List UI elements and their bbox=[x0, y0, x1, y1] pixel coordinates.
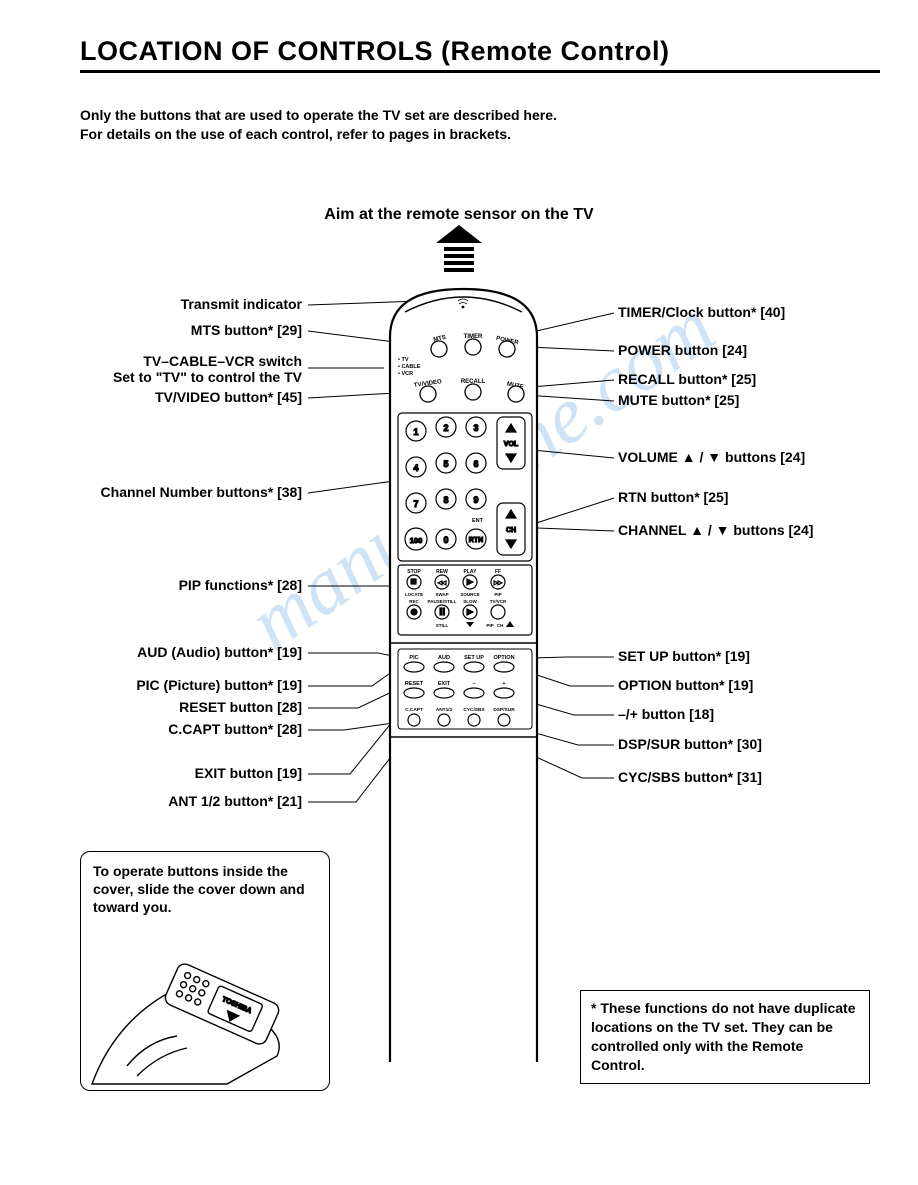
svg-text:◂◂: ◂◂ bbox=[438, 578, 446, 587]
intro-line1: Only the buttons that are used to operat… bbox=[80, 107, 557, 123]
callout-switch2: Set to "TV" to control the TV bbox=[113, 369, 302, 385]
svg-text:PIC: PIC bbox=[409, 655, 418, 661]
callout-aud: AUD (Audio) button* [19] bbox=[137, 644, 302, 660]
hand-holding-remote-icon: TOSHIBA bbox=[87, 946, 309, 1086]
svg-text:3: 3 bbox=[473, 423, 478, 433]
svg-text:ENT: ENT bbox=[472, 518, 484, 524]
callout-reset: RESET button [28] bbox=[179, 699, 302, 715]
svg-text:CH: CH bbox=[497, 623, 504, 628]
svg-text:SET UP: SET UP bbox=[464, 655, 484, 661]
svg-text:STOP: STOP bbox=[407, 569, 421, 575]
svg-text:CYC/SBS: CYC/SBS bbox=[463, 707, 485, 713]
svg-text:+: + bbox=[502, 681, 505, 687]
svg-text:EXIT: EXIT bbox=[438, 681, 451, 687]
svg-text:PIP: PIP bbox=[486, 623, 493, 628]
svg-text:RTN: RTN bbox=[469, 537, 483, 544]
svg-text:OPTION: OPTION bbox=[493, 655, 514, 661]
svg-text:TOSHIBA: TOSHIBA bbox=[554, 836, 557, 977]
intro-line2: For details on the use of each control, … bbox=[80, 126, 511, 142]
svg-text:6: 6 bbox=[473, 459, 478, 469]
footnote-box: * These functions do not have duplicate … bbox=[580, 990, 870, 1084]
svg-text:1: 1 bbox=[413, 427, 418, 437]
svg-text:9: 9 bbox=[473, 495, 478, 505]
callout-timer: TIMER/Clock button* [40] bbox=[618, 304, 785, 320]
svg-text:• CABLE: • CABLE bbox=[398, 364, 421, 370]
cover-instruction-box: To operate buttons inside the cover, sli… bbox=[80, 851, 330, 1091]
callout-exit: EXIT button [19] bbox=[195, 765, 302, 781]
svg-text:SOURCE: SOURCE bbox=[460, 592, 479, 597]
svg-text:REW: REW bbox=[436, 569, 448, 575]
svg-text:FF: FF bbox=[495, 569, 501, 575]
callout-ccapt: C.CAPT button* [28] bbox=[168, 721, 302, 737]
callout-channel: CHANNEL ▲ / ▼ buttons [24] bbox=[618, 522, 813, 538]
svg-text:▸▸: ▸▸ bbox=[494, 578, 502, 587]
svg-text:LOCATE: LOCATE bbox=[405, 592, 423, 597]
callout-transmit: Transmit indicator bbox=[181, 296, 302, 312]
svg-text:CH: CH bbox=[506, 527, 516, 534]
callout-pip: PIP functions* [28] bbox=[179, 577, 302, 593]
callout-dspsur: DSP/SUR button* [30] bbox=[618, 736, 762, 752]
callout-volume: VOLUME ▲ / ▼ buttons [24] bbox=[618, 449, 805, 465]
callout-cycsbs: CYC/SBS button* [31] bbox=[618, 769, 762, 785]
callout-recall: RECALL button* [25] bbox=[618, 371, 756, 387]
svg-text:–: – bbox=[472, 681, 475, 687]
callout-tvvideo: TV/VIDEO button* [45] bbox=[155, 389, 302, 405]
aim-instruction: Aim at the remote sensor on the TV bbox=[0, 206, 918, 224]
callout-pic: PIC (Picture) button* [19] bbox=[136, 677, 302, 693]
heading-rule bbox=[80, 70, 880, 73]
callout-switch1: TV–CABLE–VCR switch bbox=[143, 353, 302, 369]
callout-rtn: RTN button* [25] bbox=[618, 489, 728, 505]
svg-text:7: 7 bbox=[413, 499, 418, 509]
svg-text:ANT1/2: ANT1/2 bbox=[436, 707, 453, 713]
svg-text:RESET: RESET bbox=[405, 681, 424, 687]
svg-text:SWAP: SWAP bbox=[435, 592, 448, 597]
page-heading: LOCATION OF CONTROLS (Remote Control) bbox=[80, 36, 669, 67]
svg-text:2: 2 bbox=[443, 423, 448, 433]
footnote-text: * These functions do not have duplicate … bbox=[591, 1000, 855, 1073]
svg-text:4: 4 bbox=[413, 463, 418, 473]
svg-text:8: 8 bbox=[443, 495, 448, 505]
svg-text:• VCR: • VCR bbox=[398, 371, 413, 377]
callout-minusplus: –/+ button [18] bbox=[618, 706, 714, 722]
up-arrow-icon bbox=[432, 225, 486, 275]
svg-text:• TV: • TV bbox=[398, 357, 409, 363]
svg-text:VOL: VOL bbox=[504, 441, 519, 448]
callout-power: POWER button [24] bbox=[618, 342, 747, 358]
svg-text:DSP/SUR: DSP/SUR bbox=[493, 707, 515, 713]
remote-diagram: • TV • CABLE • VCR MTS TIMER POWER TV/VI… bbox=[370, 287, 557, 1062]
svg-text:STILL: STILL bbox=[436, 623, 449, 628]
svg-text:PIP: PIP bbox=[494, 592, 501, 597]
svg-text:PLAY: PLAY bbox=[464, 569, 478, 575]
callout-ant: ANT 1/2 button* [21] bbox=[168, 793, 302, 809]
svg-text:SLOW: SLOW bbox=[463, 599, 477, 604]
callout-mts: MTS button* [29] bbox=[191, 322, 302, 338]
svg-text:C.CAPT: C.CAPT bbox=[405, 707, 423, 713]
svg-text:REC: REC bbox=[409, 599, 419, 604]
svg-text:TV/VCR: TV/VCR bbox=[490, 599, 507, 604]
svg-text:5: 5 bbox=[443, 459, 448, 469]
callout-mute: MUTE button* [25] bbox=[618, 392, 739, 408]
cover-instruction-text: To operate buttons inside the cover, sli… bbox=[93, 863, 305, 915]
svg-text:PAUSE/STILL: PAUSE/STILL bbox=[428, 599, 457, 604]
callout-setup: SET UP button* [19] bbox=[618, 648, 750, 664]
intro-text: Only the buttons that are used to operat… bbox=[80, 106, 557, 144]
callout-option: OPTION button* [19] bbox=[618, 677, 753, 693]
callout-channum: Channel Number buttons* [38] bbox=[101, 484, 302, 500]
svg-text:0: 0 bbox=[443, 535, 448, 545]
svg-text:AUD: AUD bbox=[438, 655, 450, 661]
svg-text:100: 100 bbox=[410, 536, 423, 545]
